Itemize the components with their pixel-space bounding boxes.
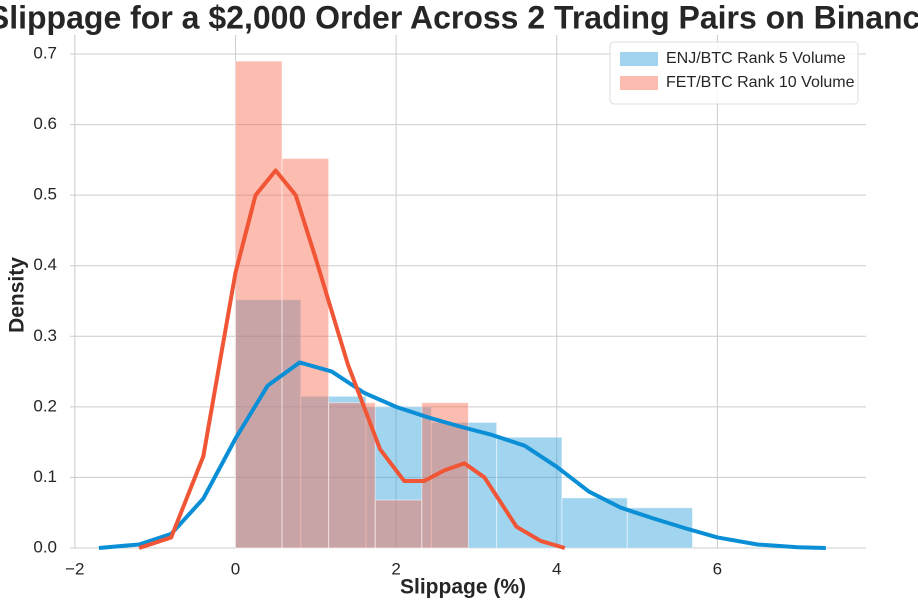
grid [70,35,866,549]
x-tick-label: 6 [713,559,722,578]
y-tick-label: 0.2 [33,396,57,415]
x-tick-label: −2 [65,559,84,578]
histogram-bar [234,60,283,549]
histogram-bar [365,406,432,549]
x-tick-label: 4 [552,559,561,578]
x-tick-label: 0 [231,559,240,578]
y-tick-label: 0.7 [33,44,57,63]
y-tick-label: 0.3 [33,326,57,345]
y-axis-label: Density [6,257,29,333]
legend-label: ENJ/BTC Rank 5 Volume [666,50,846,67]
y-tick-label: 0.5 [33,185,57,204]
kde-line [138,168,566,550]
histogram-bar [421,402,469,549]
histogram-bar [328,402,376,549]
y-tick-label: 0.1 [33,467,57,486]
y-tick-label: 0.0 [33,537,57,556]
kde-line [98,360,826,550]
chart-title: Slippage for a $2,000 Order Across 2 Tra… [0,0,918,35]
x-axis-label: Slippage (%) [400,576,526,599]
histogram-bar [300,395,367,549]
histogram-bar [281,157,330,549]
legend-box [609,41,859,105]
x-tick-label: 2 [391,559,400,578]
legend-swatch [620,76,658,90]
legend-swatch [620,52,658,66]
y-tick-label: 0.6 [33,114,57,133]
legend-label: FET/BTC Rank 10 Volume [666,74,855,91]
histogram-bar [496,436,563,549]
histogram-bar [374,499,423,549]
y-tick-label: 0.4 [33,255,57,274]
